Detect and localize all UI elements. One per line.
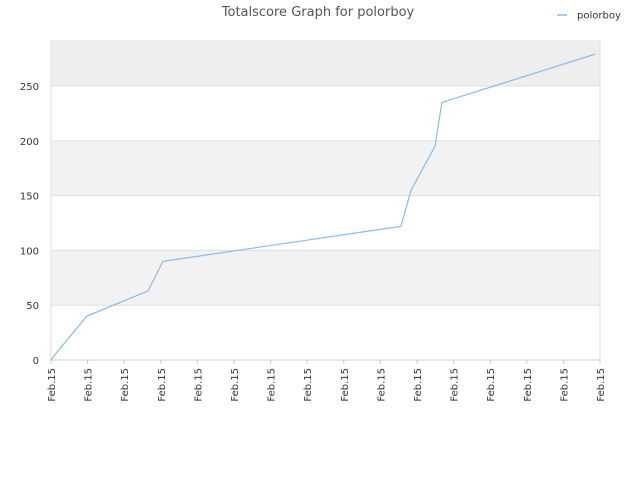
grid-band <box>51 86 600 141</box>
plot-top-band <box>51 40 600 87</box>
grid-band <box>51 305 600 360</box>
x-tick-label: Feb.15 <box>413 368 424 402</box>
x-tick-label: Feb.15 <box>230 368 241 402</box>
x-tick-label: Feb.15 <box>303 368 314 402</box>
x-tick-label: Feb.15 <box>193 368 204 402</box>
x-tick-label: Feb.15 <box>523 368 534 402</box>
grid-band <box>51 195 600 251</box>
chart-title: Totalscore Graph for polorboy <box>221 5 415 20</box>
x-tick-label: Feb.15 <box>157 368 168 402</box>
x-tick-label: Feb.15 <box>84 368 95 402</box>
x-tick-label: Feb.15 <box>47 368 58 402</box>
y-tick-label: 0 <box>33 356 39 367</box>
x-tick-label: Feb.15 <box>486 368 497 402</box>
y-tick-label: 150 <box>20 192 39 203</box>
x-tick-label: Feb.15 <box>559 368 570 402</box>
x-tick-label: Feb.15 <box>340 368 351 402</box>
y-tick-label: 50 <box>26 301 39 312</box>
y-tick-label: 250 <box>20 82 39 93</box>
legend-label: polorboy <box>577 11 621 22</box>
x-tick-label: Feb.15 <box>450 368 461 402</box>
y-tick-label: 200 <box>20 137 39 148</box>
line <box>50 53 596 361</box>
x-tick-label: Feb.15 <box>267 368 278 402</box>
x-tick-label: Feb.15 <box>596 368 607 402</box>
x-tick-label: Feb.15 <box>120 368 131 402</box>
grid-band <box>51 250 600 306</box>
y-tick-label: 100 <box>20 246 39 257</box>
x-tick-label: Feb.15 <box>376 368 387 402</box>
grid-band <box>51 140 600 196</box>
